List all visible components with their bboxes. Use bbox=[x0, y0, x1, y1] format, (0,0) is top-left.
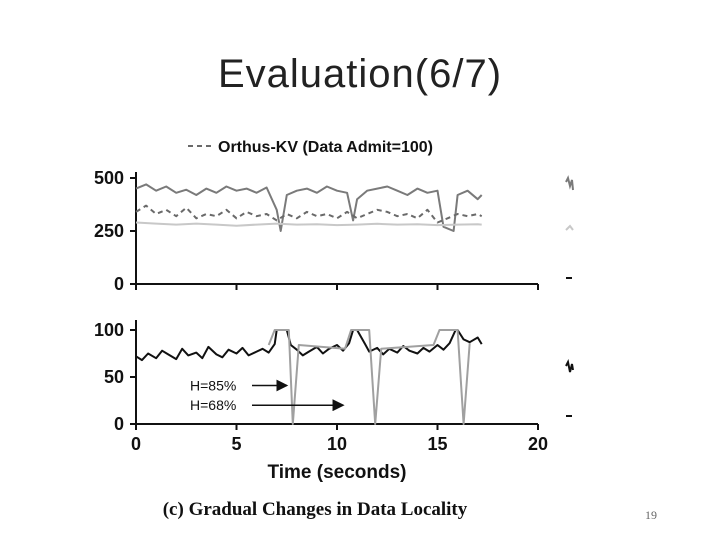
clipped-neighbor-plot-mark bbox=[565, 224, 574, 231]
x-tick-label: 10 bbox=[327, 434, 347, 454]
y-tick-label: 0 bbox=[114, 414, 124, 434]
series-line-3 bbox=[135, 221, 482, 227]
y-tick-label: 250 bbox=[94, 221, 124, 241]
x-tick-label: 0 bbox=[131, 434, 141, 454]
y-tick-label: 50 bbox=[104, 367, 124, 387]
clipped-neighbor-plot-mark bbox=[565, 358, 574, 373]
top-panel: 0 250 500 bbox=[94, 168, 539, 294]
figure-caption: (c) Gradual Changes in Data Locality bbox=[163, 499, 468, 520]
bottom-panel: 0 50 100 0 5 10 15 20 H=85% H=68% bbox=[94, 320, 548, 454]
y-tick-label: 0 bbox=[114, 274, 124, 294]
y-tick-label: 500 bbox=[94, 168, 124, 188]
series-line-2 bbox=[135, 204, 483, 224]
series-line-1 bbox=[135, 329, 483, 362]
x-tick-label: 15 bbox=[427, 434, 447, 454]
annotation-label: H=68% bbox=[190, 397, 236, 413]
series-line-1 bbox=[135, 183, 483, 232]
x-tick-label: 20 bbox=[528, 434, 548, 454]
slide-title: Evaluation(6/7) bbox=[217, 52, 503, 96]
slide-number: 19 bbox=[645, 508, 657, 522]
series-line-2 bbox=[267, 329, 471, 425]
x-tick-label: 5 bbox=[231, 434, 241, 454]
x-axis-label: Time (seconds) bbox=[267, 462, 406, 483]
annotation-label: H=85% bbox=[190, 377, 236, 393]
clipped-neighbor-plot-mark bbox=[565, 175, 574, 191]
y-tick-label: 100 bbox=[94, 320, 124, 340]
legend-label: Orthus-KV (Data Admit=100) bbox=[218, 139, 433, 156]
